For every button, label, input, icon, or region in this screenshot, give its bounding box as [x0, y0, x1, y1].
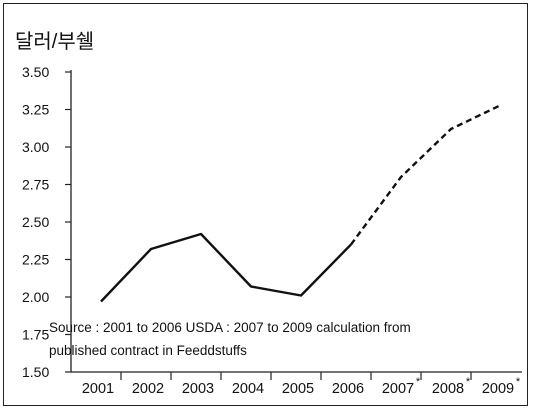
x-tick-asterisk: *	[516, 376, 521, 388]
y-tick-label: 2.50	[22, 214, 49, 230]
y-axis-unit-label: 달러/부쉘	[15, 30, 94, 53]
axes: 1.50 1.75 2.00 2.25 2.50 2.75 3.00 3.25 3.50 2001…	[22, 64, 522, 397]
y-tick-label: 2.00	[22, 289, 49, 305]
x-tick-label: 2006	[332, 381, 364, 397]
projected-series-line	[350, 103, 502, 246]
y-tick-label: 2.75	[22, 177, 49, 193]
x-tick-label: 2005	[282, 381, 314, 397]
chart-frame: 달러/부쉘 Source : 2001 to 2006 USDA : 2007 …	[3, 3, 528, 406]
y-tick-label: 1.75	[22, 327, 49, 343]
x-tick-label: 2003	[182, 381, 214, 397]
y-tick-label: 2.25	[22, 252, 49, 268]
historical-series-line	[100, 232, 352, 303]
x-tick-label: 2007	[382, 381, 414, 397]
x-tick-label: 2002	[132, 381, 164, 397]
line-chart: 달러/부쉘 Source : 2001 to 2006 USDA : 2007 …	[15, 30, 522, 397]
source-note-line-1: Source : 2001 to 2006 USDA : 2007 to 200…	[49, 320, 411, 335]
y-tick-label: 1.50	[22, 364, 49, 380]
x-tick-asterisk: *	[466, 376, 471, 388]
y-tick-label: 3.50	[22, 64, 49, 80]
source-note-line-2: published contract in Feeddstuffs	[49, 343, 247, 358]
series-group	[100, 103, 502, 303]
y-tick-label: 3.25	[22, 102, 49, 118]
x-tick-label: 2004	[232, 381, 264, 397]
x-tick-label: 2009	[482, 381, 514, 397]
x-tick-asterisk: *	[416, 376, 421, 388]
x-tick-label: 2001	[82, 381, 114, 397]
x-tick-label: 2008	[432, 381, 464, 397]
y-tick-label: 3.00	[22, 139, 49, 155]
